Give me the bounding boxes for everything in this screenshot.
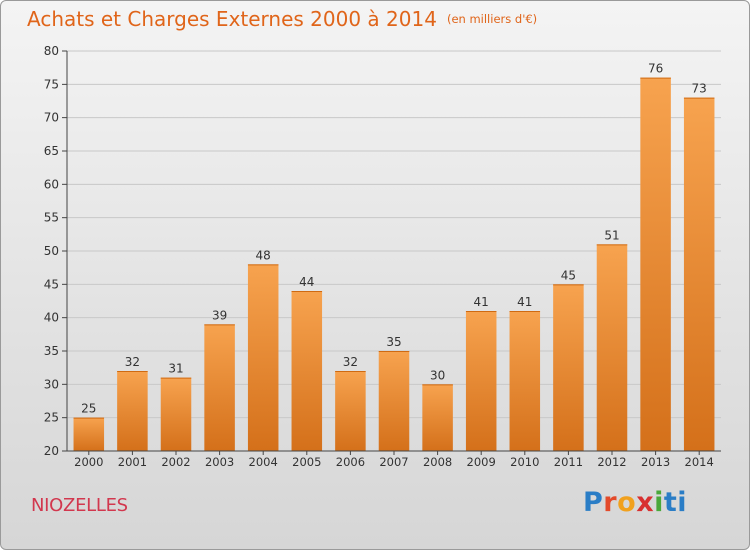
y-tick-label: 75 — [44, 77, 59, 91]
bar — [640, 77, 671, 452]
data-label: 76 — [648, 62, 663, 76]
y-tick-label: 20 — [44, 444, 59, 458]
x-tick-label: 2014 — [685, 455, 714, 469]
y-tick-label: 35 — [44, 344, 59, 358]
data-label: 30 — [430, 368, 445, 382]
data-label: 73 — [692, 82, 707, 96]
bar — [117, 371, 148, 451]
logo-letter: o — [617, 487, 637, 518]
bar — [683, 97, 715, 452]
bar — [596, 244, 628, 451]
x-tick-label: 2009 — [467, 455, 496, 469]
data-label: 45 — [561, 268, 576, 282]
bar — [378, 351, 410, 451]
logo-letter: t — [663, 487, 678, 518]
bar — [553, 284, 584, 451]
bar — [160, 377, 192, 451]
y-tick-label: 45 — [44, 277, 59, 291]
y-tick-label: 55 — [44, 211, 59, 225]
bar — [247, 264, 279, 451]
x-tick-label: 2010 — [510, 455, 539, 469]
x-tick-label: 2005 — [292, 455, 321, 469]
title-main: Achats et Charges Externes 2000 à 2014 — [27, 7, 437, 31]
y-tick-label: 65 — [44, 144, 59, 158]
bar — [422, 384, 453, 451]
bar — [465, 311, 497, 451]
data-label: 41 — [474, 295, 489, 309]
x-tick-label: 2003 — [205, 455, 234, 469]
x-tick-label: 2012 — [597, 455, 626, 469]
data-label: 39 — [212, 308, 227, 322]
x-tick-label: 2000 — [74, 455, 103, 469]
y-tick-label: 50 — [44, 244, 59, 258]
x-tick-label: 2004 — [249, 455, 278, 469]
bar — [73, 417, 105, 451]
data-label: 32 — [125, 355, 140, 369]
proxiti-logo: Proxiti — [583, 487, 687, 518]
x-tick-label: 2007 — [379, 455, 408, 469]
data-label: 48 — [256, 248, 271, 262]
bar — [204, 324, 235, 451]
data-label: 25 — [81, 402, 96, 416]
data-label: 41 — [517, 295, 532, 309]
y-tick-label: 60 — [44, 177, 59, 191]
logo-letter: P — [583, 487, 604, 518]
data-label: 32 — [343, 355, 358, 369]
y-tick-label: 80 — [44, 44, 59, 58]
bar — [291, 291, 323, 451]
chart-title: Achats et Charges Externes 2000 à 2014 (e… — [27, 7, 537, 31]
commune-name: NIOZELLES — [31, 495, 128, 516]
y-tick-label: 40 — [44, 311, 59, 325]
logo-letter: i — [654, 487, 664, 518]
x-tick-label: 2011 — [554, 455, 583, 469]
x-tick-label: 2001 — [118, 455, 147, 469]
x-tick-label: 2013 — [641, 455, 670, 469]
data-label: 35 — [386, 335, 401, 349]
bar — [335, 371, 366, 451]
logo-letter: i — [677, 487, 688, 518]
data-label: 51 — [604, 228, 619, 242]
y-tick-label: 25 — [44, 411, 59, 425]
x-tick-label: 2008 — [423, 455, 452, 469]
x-tick-label: 2002 — [161, 455, 190, 469]
logo-letter: r — [603, 487, 618, 518]
data-label: 44 — [299, 275, 314, 289]
data-label: 31 — [168, 362, 183, 376]
logo-letter: x — [636, 487, 655, 518]
y-tick-label: 70 — [44, 111, 59, 125]
y-tick-label: 30 — [44, 377, 59, 391]
bar — [509, 311, 541, 451]
title-unit-note: (en milliers d'€) — [446, 12, 538, 26]
x-tick-label: 2006 — [336, 455, 365, 469]
